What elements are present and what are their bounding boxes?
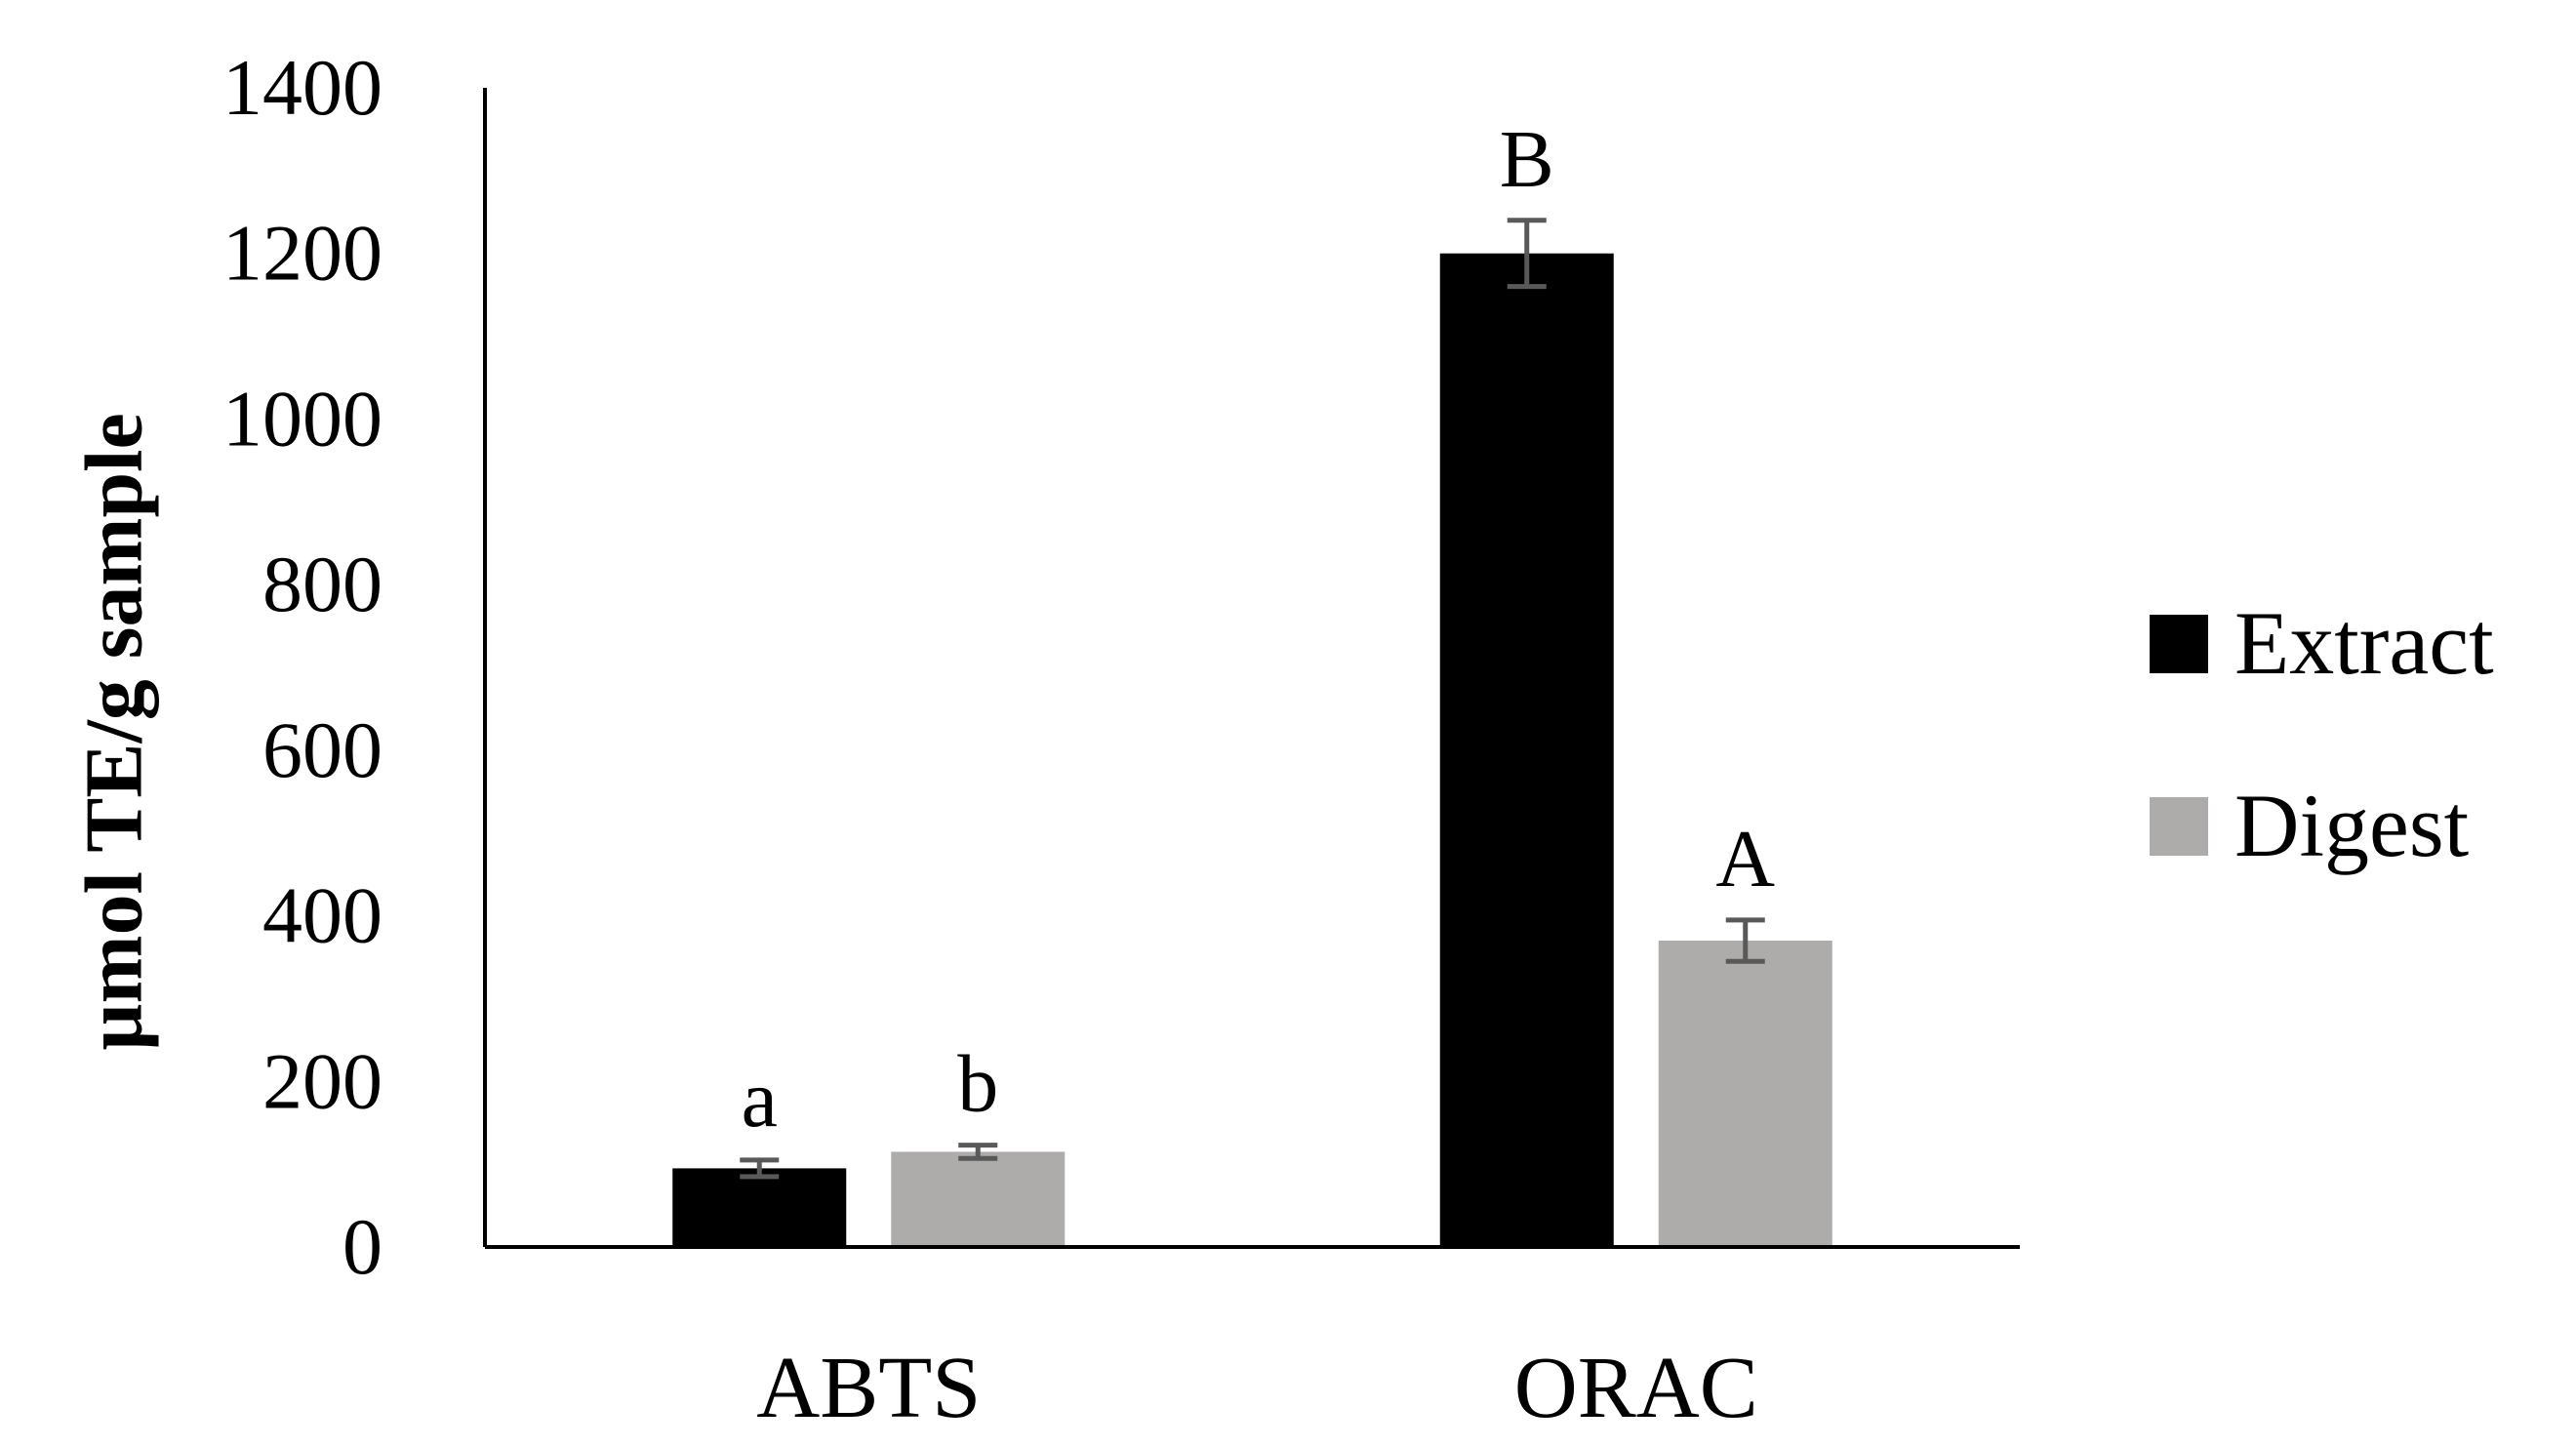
- bar-digest-orac: [1658, 941, 1832, 1247]
- legend-label-extract: Extract: [2234, 593, 2494, 693]
- x-category-label: ORAC: [1514, 1340, 1758, 1436]
- bar-extract-abts: [672, 1168, 847, 1247]
- significance-label: B: [1500, 114, 1554, 205]
- significance-label: b: [957, 1039, 998, 1130]
- legend-swatch-extract: [2150, 615, 2208, 673]
- y-axis-label: µmol TE/g sample: [68, 413, 159, 1051]
- significance-label: A: [1715, 814, 1775, 905]
- bar-digest-abts: [891, 1151, 1066, 1247]
- y-tick-label: 200: [262, 1036, 382, 1125]
- y-axis-label-group: µmol TE/g sample: [68, 413, 159, 1051]
- significance-label: a: [742, 1054, 778, 1145]
- x-category-label: ABTS: [756, 1340, 981, 1436]
- legend-label-digest: Digest: [2234, 776, 2470, 875]
- bar-extract-orac: [1439, 253, 1614, 1247]
- y-tick-label: 800: [262, 540, 382, 628]
- y-tick-label: 1400: [222, 43, 382, 132]
- legend-swatch-digest: [2150, 797, 2208, 856]
- y-tick-label: 1200: [222, 209, 382, 298]
- y-tick-label: 400: [262, 871, 382, 960]
- y-tick-label: 600: [262, 705, 382, 794]
- y-tick-label: 1000: [222, 374, 382, 463]
- y-tick-label: 0: [342, 1202, 382, 1291]
